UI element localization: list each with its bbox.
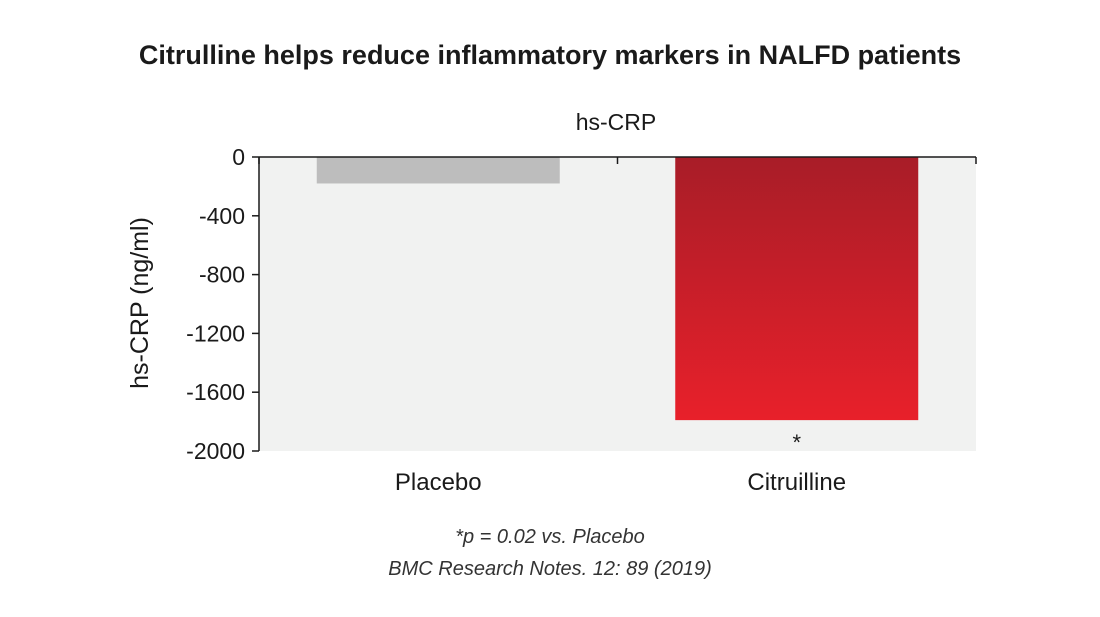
- y-tick-label: -1600: [186, 379, 245, 405]
- chart-title: Citrulline helps reduce inflammatory mar…: [138, 40, 962, 70]
- significance-note: *p = 0.02 vs. Placebo: [455, 526, 645, 548]
- bar-placebo: [316, 157, 560, 184]
- y-tick-label: -1200: [186, 320, 245, 346]
- y-tick-label: -2000: [186, 438, 245, 464]
- y-axis-label: hs-CRP (ng/ml): [126, 217, 154, 389]
- x-tick-label-citruilline: Citruilline: [747, 469, 846, 496]
- bar-citruilline: [675, 157, 919, 421]
- source-citation: BMC Research Notes. 12: 89 (2019): [388, 558, 712, 580]
- y-tick-label: 0: [232, 144, 245, 170]
- x-tick-label-placebo: Placebo: [395, 469, 482, 496]
- y-tick-label: -800: [199, 262, 245, 288]
- y-tick-label: -400: [199, 203, 245, 229]
- significance-marker: *: [792, 430, 801, 455]
- chart-subtitle: hs-CRP: [576, 109, 657, 135]
